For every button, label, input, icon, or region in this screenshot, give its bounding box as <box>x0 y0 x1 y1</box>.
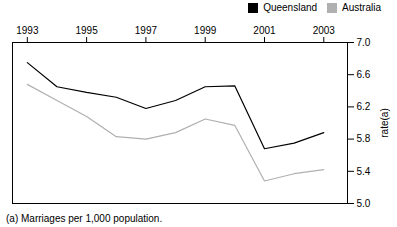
svg-text:6.2: 6.2 <box>357 101 371 112</box>
svg-text:1999: 1999 <box>194 25 217 36</box>
svg-text:1993: 1993 <box>16 25 39 36</box>
html-text:Australia: Australia <box>342 2 381 13</box>
svg-text:2003: 2003 <box>313 25 336 36</box>
svg-text:rate(a): rate(a) <box>379 108 390 137</box>
svg-text:1997: 1997 <box>135 25 158 36</box>
svg-text:5.8: 5.8 <box>357 133 371 144</box>
html-text:Queensland: Queensland <box>263 2 318 13</box>
svg-text:5.0: 5.0 <box>357 198 371 209</box>
svg-text:6.6: 6.6 <box>357 69 371 80</box>
html-text:(a) Marriages per 1,000 popula: (a) Marriages per 1,000 population. <box>6 213 163 224</box>
svg-text:7.0: 7.0 <box>357 37 371 48</box>
svg-text:1995: 1995 <box>75 25 98 36</box>
svg-text:2001: 2001 <box>253 25 276 36</box>
svg-text:5.4: 5.4 <box>357 166 371 177</box>
